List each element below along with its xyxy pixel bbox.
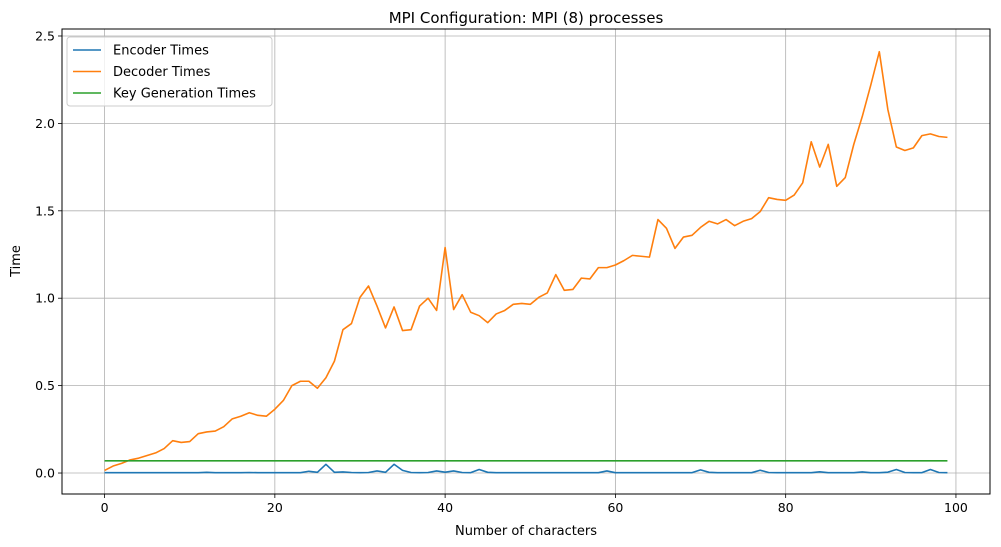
y-tick-label: 2.5 [35, 28, 55, 43]
chart-title: MPI Configuration: MPI (8) processes [389, 9, 664, 27]
x-tick-label: 80 [778, 500, 794, 515]
y-axis-label: Time [9, 245, 24, 278]
plot-frame [61, 28, 991, 495]
x-tick-label: 100 [944, 500, 968, 515]
x-tick-label: 20 [267, 500, 283, 515]
x-axis-ticks: 0 20 40 60 80 100 [101, 494, 968, 515]
series-line-1 [104, 50, 948, 472]
y-tick-label: 0.0 [35, 466, 55, 481]
x-tick-label: 0 [101, 500, 109, 515]
y-tick-label: 1.5 [35, 203, 55, 218]
series-lines [104, 50, 948, 474]
x-tick-label: 60 [607, 500, 623, 515]
legend-label-0: Encoder Times [113, 44, 209, 59]
x-tick-label: 40 [437, 500, 453, 515]
y-tick-label: 0.5 [35, 378, 55, 393]
x-axis-label: Number of characters [455, 524, 597, 539]
series-line-0 [104, 463, 948, 474]
legend-box [66, 36, 273, 107]
legend-label-1: Decoder Times [113, 65, 211, 80]
y-axis-ticks: 0.0 0.5 1.0 1.5 2.0 2.5 [35, 28, 62, 481]
legend: Encoder Times Decoder Times Key Generation… [66, 36, 273, 107]
y-tick-label: 1.0 [35, 291, 55, 306]
legend-label-2: Key Generation Times [113, 87, 256, 102]
y-tick-label: 2.0 [35, 116, 55, 131]
